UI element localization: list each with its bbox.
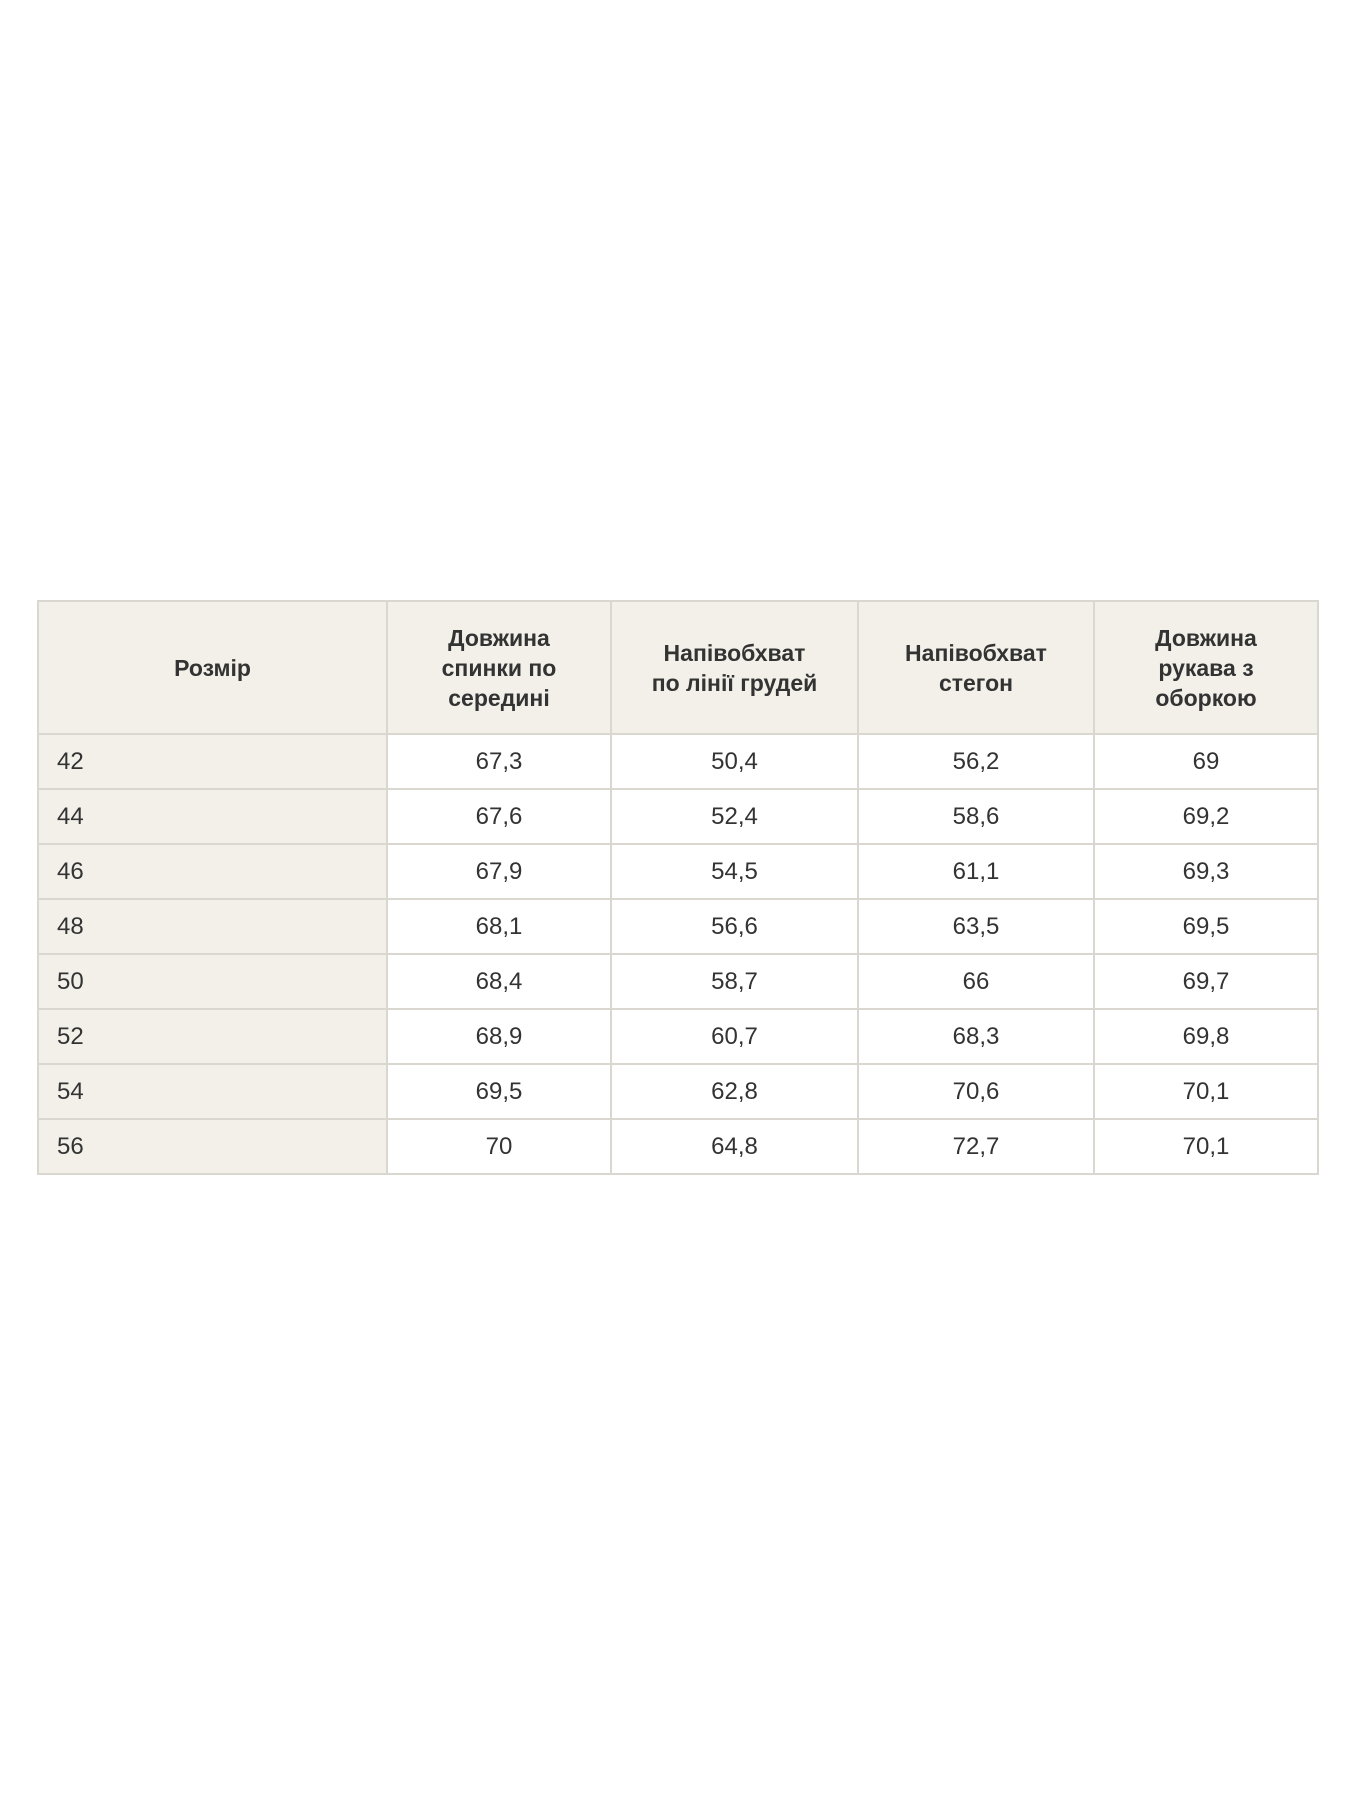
header-row: Розмір Довжина спинки по середині Напіво… [37,600,1319,735]
header-half-chest: Напівобхват по лінії грудей [610,600,859,735]
measurement-cell: 50,4 [610,733,859,790]
table-row: 54 69,5 62,8 70,6 70,1 [37,1063,1319,1120]
measurement-cell: 70,1 [1093,1118,1319,1175]
measurement-cell: 69,5 [1093,898,1319,955]
header-size: Розмір [37,600,388,735]
size-chart-table: Розмір Довжина спинки по середині Напіво… [37,600,1319,1175]
measurement-cell: 67,6 [386,788,612,845]
measurement-cell: 54,5 [610,843,859,900]
measurement-cell: 67,3 [386,733,612,790]
size-cell: 54 [37,1063,388,1120]
measurement-cell: 69,2 [1093,788,1319,845]
size-cell: 42 [37,733,388,790]
table-row: 56 70 64,8 72,7 70,1 [37,1118,1319,1175]
measurement-cell: 70 [386,1118,612,1175]
table-row: 48 68,1 56,6 63,5 69,5 [37,898,1319,955]
measurement-cell: 67,9 [386,843,612,900]
measurement-cell: 56,6 [610,898,859,955]
measurement-cell: 68,3 [857,1008,1095,1065]
measurement-cell: 70,6 [857,1063,1095,1120]
measurement-cell: 58,6 [857,788,1095,845]
header-half-hips: Напівобхват стегон [857,600,1095,735]
measurement-cell: 63,5 [857,898,1095,955]
measurement-cell: 60,7 [610,1008,859,1065]
size-cell: 56 [37,1118,388,1175]
measurement-cell: 69,7 [1093,953,1319,1010]
measurement-cell: 68,9 [386,1008,612,1065]
measurement-cell: 56,2 [857,733,1095,790]
header-sleeve-length: Довжина рукава з оборкою [1093,600,1319,735]
measurement-cell: 66 [857,953,1095,1010]
measurement-cell: 62,8 [610,1063,859,1120]
size-cell: 44 [37,788,388,845]
table-row: 44 67,6 52,4 58,6 69,2 [37,788,1319,845]
table-row: 50 68,4 58,7 66 69,7 [37,953,1319,1010]
measurement-cell: 69,3 [1093,843,1319,900]
measurement-cell: 68,1 [386,898,612,955]
measurement-cell: 69 [1093,733,1319,790]
measurement-cell: 64,8 [610,1118,859,1175]
measurement-cell: 69,5 [386,1063,612,1120]
table-row: 46 67,9 54,5 61,1 69,3 [37,843,1319,900]
measurement-cell: 58,7 [610,953,859,1010]
measurement-cell: 70,1 [1093,1063,1319,1120]
table-row: 42 67,3 50,4 56,2 69 [37,733,1319,790]
size-cell: 50 [37,953,388,1010]
measurement-cell: 68,4 [386,953,612,1010]
table-row: 52 68,9 60,7 68,3 69,8 [37,1008,1319,1065]
header-back-length: Довжина спинки по середині [386,600,612,735]
size-cell: 52 [37,1008,388,1065]
measurement-cell: 69,8 [1093,1008,1319,1065]
size-cell: 46 [37,843,388,900]
measurement-cell: 52,4 [610,788,859,845]
measurement-cell: 61,1 [857,843,1095,900]
size-cell: 48 [37,898,388,955]
measurement-cell: 72,7 [857,1118,1095,1175]
